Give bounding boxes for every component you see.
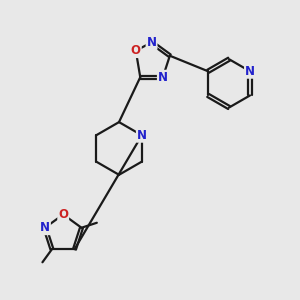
Text: N: N (146, 36, 157, 49)
Text: N: N (40, 221, 50, 234)
Text: O: O (58, 208, 68, 221)
Text: N: N (137, 129, 147, 142)
Text: N: N (158, 71, 168, 84)
Text: N: N (245, 65, 255, 78)
Text: O: O (131, 44, 141, 57)
